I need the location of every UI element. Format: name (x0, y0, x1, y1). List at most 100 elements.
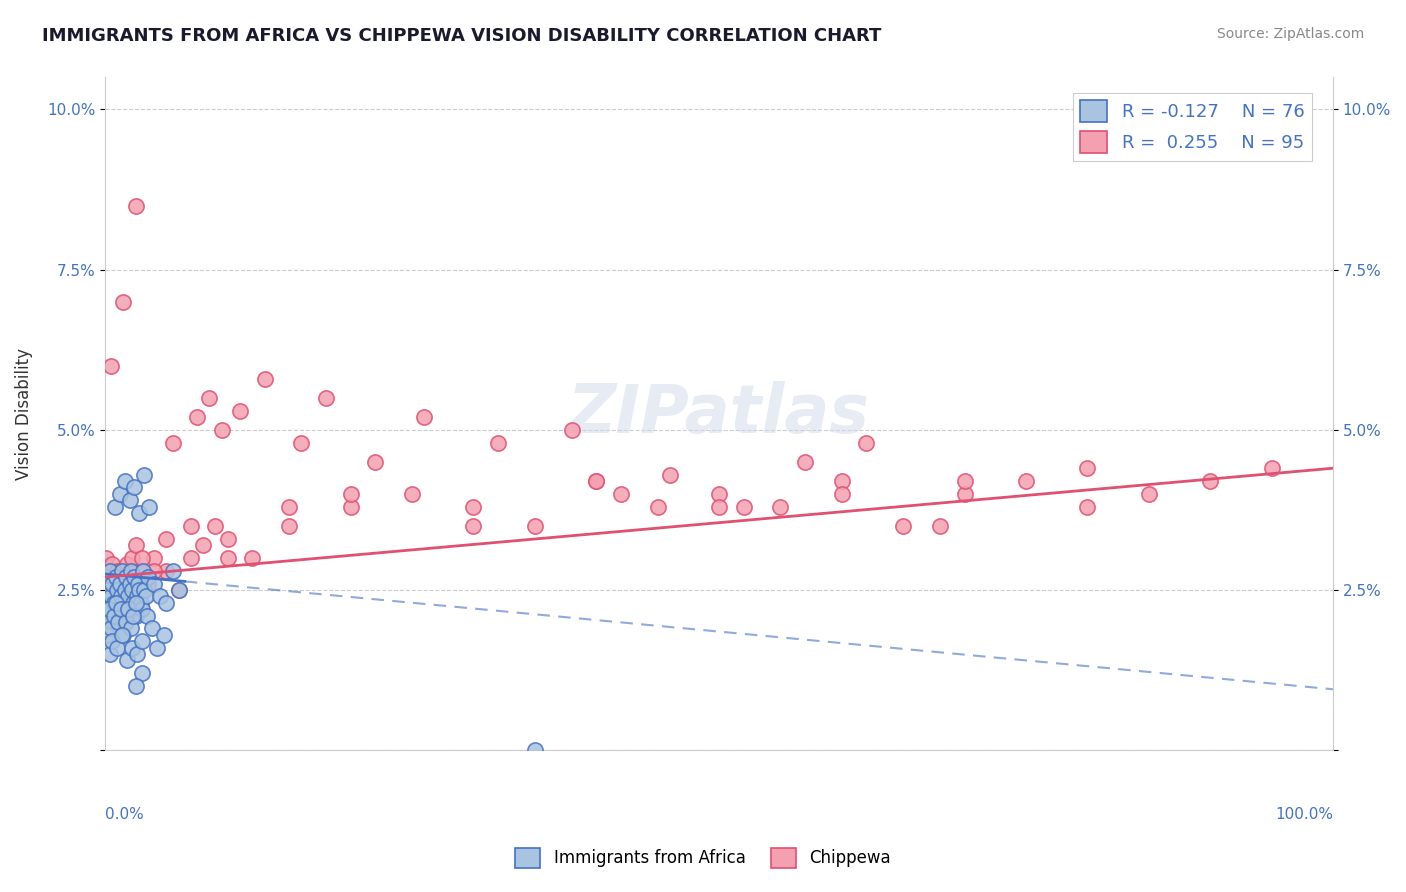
Point (98, 647, 121, 661)
Point (125, 679, 148, 693)
Point (278, 500, 301, 514)
Point (463, 500, 485, 514)
Point (107, 615, 129, 629)
Point (929, 519, 952, 533)
Point (98, 564, 121, 578)
Point (97, 582, 120, 597)
Point (167, 582, 190, 597)
Point (105, 590, 128, 604)
Point (180, 550, 202, 565)
Point (117, 602, 139, 616)
Point (96, 582, 118, 597)
Point (110, 564, 132, 578)
Point (105, 582, 128, 597)
Point (115, 615, 138, 629)
Point (793, 455, 815, 469)
Point (217, 532, 239, 546)
Point (413, 409, 436, 424)
Point (585, 474, 607, 488)
Point (523, 519, 546, 533)
Point (120, 621, 142, 635)
Point (107, 576, 129, 591)
Point (138, 500, 160, 514)
Point (831, 474, 853, 488)
Point (115, 608, 138, 623)
Point (131, 550, 153, 565)
Point (131, 602, 153, 616)
Point (124, 480, 146, 494)
Point (953, 474, 976, 488)
Point (155, 532, 177, 546)
Point (155, 564, 177, 578)
Point (105, 640, 128, 655)
Point (104, 608, 127, 623)
Point (204, 519, 226, 533)
Point (104, 608, 127, 623)
Point (143, 576, 166, 591)
Point (609, 487, 631, 501)
Point (105, 590, 128, 604)
Point (658, 467, 681, 482)
Point (134, 582, 156, 597)
Point (100, 576, 122, 591)
Point (103, 582, 125, 597)
Point (115, 582, 138, 597)
Point (96, 570, 118, 584)
Point (112, 294, 135, 309)
Point (97, 602, 120, 616)
Point (96, 550, 118, 565)
Point (98, 564, 121, 578)
Point (125, 647, 148, 661)
Point (128, 582, 150, 597)
Point (1260, 461, 1282, 475)
Point (105, 570, 128, 584)
Point (122, 608, 145, 623)
Point (117, 590, 139, 604)
Point (149, 590, 172, 604)
Point (486, 435, 509, 450)
Text: IMMIGRANTS FROM AFRICA VS CHIPPEWA VISION DISABILITY CORRELATION CHART: IMMIGRANTS FROM AFRICA VS CHIPPEWA VISIO… (42, 27, 882, 45)
Text: 100.0%: 100.0% (1275, 807, 1333, 822)
Point (339, 500, 361, 514)
Point (128, 582, 150, 597)
Point (121, 550, 143, 565)
Point (96, 570, 118, 584)
Point (112, 628, 135, 642)
Point (101, 596, 124, 610)
Point (463, 519, 485, 533)
Point (1199, 474, 1222, 488)
Point (198, 391, 221, 405)
Point (101, 634, 124, 648)
Point (855, 435, 877, 450)
Point (561, 423, 583, 437)
Point (211, 423, 233, 437)
Point (108, 487, 131, 501)
Point (135, 608, 157, 623)
Point (707, 500, 730, 514)
Point (111, 576, 134, 591)
Point (105, 564, 128, 578)
Point (111, 628, 134, 642)
Point (240, 550, 263, 565)
Point (339, 487, 361, 501)
Text: ZIPatlas: ZIPatlas (568, 381, 870, 447)
Point (1076, 500, 1098, 514)
Point (891, 519, 914, 533)
Point (278, 519, 301, 533)
Point (131, 564, 153, 578)
Point (96, 615, 118, 629)
Point (193, 538, 215, 552)
Point (105, 596, 128, 610)
Point (155, 596, 177, 610)
Point (127, 576, 149, 591)
Point (103, 608, 125, 623)
Point (98, 615, 121, 629)
Point (134, 590, 156, 604)
Point (180, 519, 202, 533)
Point (118, 576, 141, 591)
Point (110, 602, 132, 616)
Point (120, 564, 142, 578)
Point (153, 628, 176, 642)
Point (364, 455, 387, 469)
Point (112, 596, 135, 610)
